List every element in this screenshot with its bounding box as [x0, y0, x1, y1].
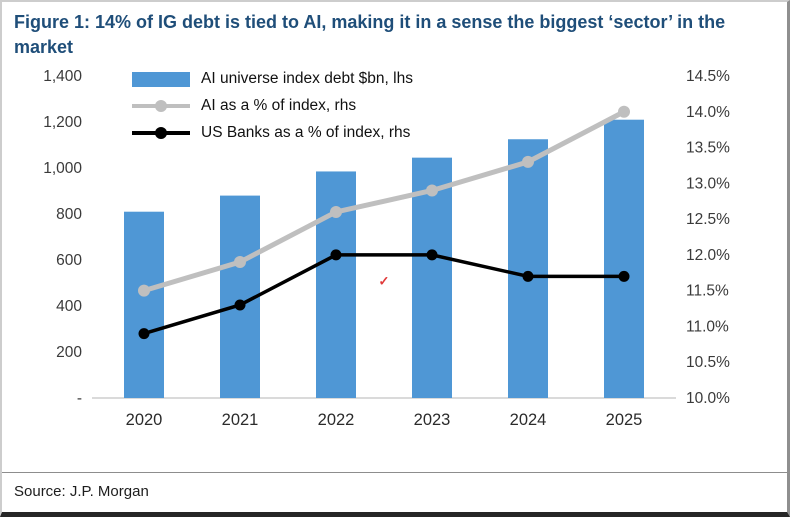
- line-marker-2020: [138, 285, 150, 298]
- x-axis-label: 2023: [414, 411, 451, 429]
- right-axis-tick: 13.0%: [686, 176, 730, 193]
- right-axis-tick: 11.5%: [686, 283, 729, 300]
- line-marker-2021: [234, 299, 246, 311]
- line-marker-2025: [618, 271, 630, 283]
- x-axis-label: 2024: [510, 411, 547, 429]
- left-axis-tick: -: [77, 390, 82, 407]
- right-axis-tick: 14.0%: [686, 104, 730, 121]
- chart-area: - 200 400 600 800 1,000 1,200 1,400 10.0% 10.5% 11…: [8, 62, 787, 442]
- left-axis-tick: 400: [56, 298, 82, 315]
- left-axis-tick: 1,400: [43, 68, 82, 85]
- x-axis-label: 2020: [126, 411, 163, 429]
- left-axis-tick: 1,200: [43, 114, 82, 131]
- left-axis-tick: 200: [56, 344, 82, 361]
- x-axis-label: 2025: [606, 411, 643, 429]
- line-marker-2023: [426, 249, 438, 261]
- line-marker-2022: [330, 249, 342, 261]
- right-axis-tick: 12.0%: [686, 247, 730, 264]
- line-marker-2021: [234, 256, 246, 269]
- figure-title: Figure 1: 14% of IG debt is tied to AI, …: [14, 12, 726, 58]
- right-axis-tick: 12.5%: [686, 211, 730, 228]
- line-marker-2022: [330, 206, 342, 219]
- chart-canvas: - 200 400 600 800 1,000 1,200 1,400 10.0% 10.5% 11…: [43, 68, 730, 429]
- bar-2025: [604, 120, 644, 399]
- right-axis-tick: 10.0%: [686, 390, 730, 407]
- x-axis-label: 2021: [222, 411, 259, 429]
- left-axis-tick: 600: [56, 252, 82, 269]
- legend-label-gray-line: AI as a % of index, rhs: [201, 97, 357, 115]
- right-axis-tick: 13.5%: [686, 140, 730, 157]
- line-marker-2020: [138, 328, 150, 340]
- bar-2022: [316, 171, 356, 399]
- legend-label-bar: AI universe index debt $bn, lhs: [201, 70, 413, 88]
- bar-2023: [412, 158, 452, 399]
- line-marker-2025: [618, 106, 630, 119]
- right-axis-tick: 11.0%: [686, 319, 729, 336]
- line-marker-2024: [522, 156, 534, 169]
- right-axis-tick: 14.5%: [686, 68, 730, 85]
- line-series-0: [143, 109, 626, 294]
- source-note: Source: J.P. Morgan: [14, 483, 149, 500]
- source-divider: [2, 472, 787, 473]
- legend-label-black-line: US Banks as a % of index, rhs: [201, 124, 411, 142]
- line-marker-2023: [426, 184, 438, 197]
- chart-legend: AI universe index debt $bn, lhs AI as a …: [132, 68, 413, 144]
- red-check-mark: ✓: [379, 274, 390, 289]
- gray-line-swatch: [132, 99, 190, 114]
- black-line-swatch: [132, 126, 190, 141]
- line-series-1: [143, 253, 624, 336]
- bar-series-swatch: [132, 71, 190, 87]
- line-marker-2024: [522, 271, 534, 283]
- legend-item-black-line: US Banks as a % of index, rhs: [132, 122, 413, 144]
- x-axis-label: 2022: [318, 411, 355, 429]
- legend-item-bar: AI universe index debt $bn, lhs: [132, 68, 413, 90]
- right-axis-tick: 10.5%: [686, 355, 730, 372]
- left-axis-tick: 800: [56, 206, 82, 223]
- left-axis-tick: 1,000: [43, 160, 82, 177]
- legend-item-gray-line: AI as a % of index, rhs: [132, 95, 413, 117]
- bar-2020: [124, 212, 164, 399]
- bar-2024: [508, 139, 548, 399]
